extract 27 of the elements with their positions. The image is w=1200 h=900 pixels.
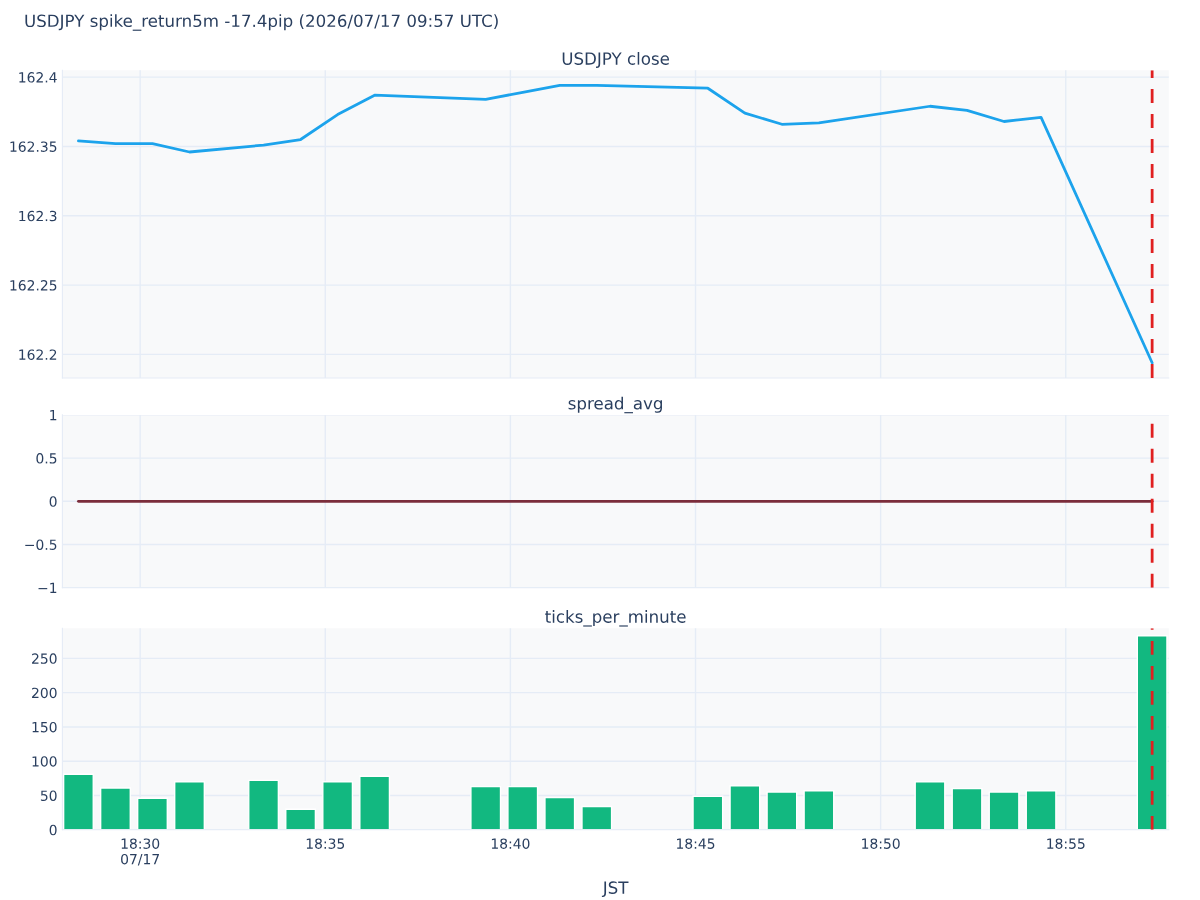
x-tick-label: 18:30 07/17	[121, 838, 160, 866]
x-tick-label: 18:40	[491, 838, 530, 849]
y-tick-label: −1	[38, 582, 57, 593]
y-tick-label: 0	[49, 496, 57, 507]
y-tick-label: 1	[50, 410, 57, 421]
y-tick-label: 50	[40, 790, 57, 801]
y-tick-label: 100	[32, 756, 57, 767]
chart-title: spread_avg	[568, 396, 662, 414]
x-tick-label: 18:55	[1047, 838, 1085, 849]
chart-title: USDJPY close	[562, 51, 670, 68]
y-tick-label: 162.4	[19, 72, 57, 83]
y-tick-label: 162.2	[19, 349, 57, 360]
y-tick-label: 162.35	[10, 141, 57, 152]
y-tick-label: 200	[32, 687, 57, 699]
x-axis-title: JST	[601, 881, 629, 898]
x-tick-label: 18:35	[306, 838, 345, 849]
y-tick-label: 150	[32, 721, 57, 733]
x-tick-label: 18:50	[862, 838, 900, 849]
x-tick-label: 18:45	[677, 838, 715, 849]
y-tick-label: 250	[32, 653, 57, 664]
chart-title: ticks_per_minute	[545, 609, 686, 627]
y-tick-label: 0.5	[36, 453, 57, 464]
y-tick-label: 162.25	[10, 280, 57, 291]
y-tick-label: 162.3	[19, 210, 57, 222]
text: USDJPY spike_return5m -17.4pip (2026/07/17 09:57 UTC)	[25, 14, 498, 31]
y-tick-label: 0	[49, 824, 57, 836]
y-tick-label: −0.5	[25, 539, 57, 550]
